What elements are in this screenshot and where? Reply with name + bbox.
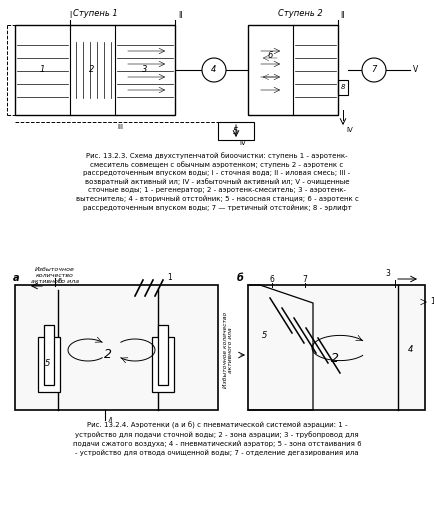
Text: 1: 1 (168, 274, 172, 282)
Text: 5: 5 (45, 359, 51, 367)
Text: III: III (117, 124, 123, 130)
Text: 8: 8 (341, 84, 345, 90)
Text: 1: 1 (39, 65, 45, 74)
Text: а: а (13, 273, 19, 283)
Text: Избыточное количество
активного ила: Избыточное количество активного ила (223, 312, 233, 388)
Text: 1: 1 (430, 297, 434, 306)
Text: Ступень 2: Ступень 2 (278, 10, 322, 18)
Text: I: I (69, 12, 71, 21)
Text: IV: IV (239, 140, 246, 146)
Bar (44, 325, 54, 385)
Text: 7: 7 (372, 65, 377, 74)
Text: 3: 3 (142, 65, 148, 74)
Bar (218, 122, 254, 140)
Bar (152, 337, 174, 392)
Bar (248, 285, 425, 410)
Text: Ступень 1: Ступень 1 (72, 10, 117, 18)
Text: Рис. 13.2.4. Аэротенки (а и б) с пневматической системой аэрации: 1 -
устройство: Рис. 13.2.4. Аэротенки (а и б) с пневмат… (72, 422, 362, 456)
Text: II: II (340, 12, 345, 21)
Bar (248, 25, 338, 115)
Circle shape (362, 58, 386, 82)
Text: II: II (178, 12, 183, 21)
Text: V: V (413, 65, 418, 74)
Circle shape (202, 58, 226, 82)
Bar (338, 80, 348, 95)
Text: 6: 6 (267, 51, 273, 60)
Text: 5: 5 (233, 127, 239, 136)
Text: 4: 4 (108, 417, 113, 426)
Text: Избыточное
количество
активного ила: Избыточное количество активного ила (31, 267, 79, 284)
Text: 2: 2 (104, 348, 112, 362)
Text: 2: 2 (331, 352, 339, 364)
Text: 4: 4 (408, 345, 414, 354)
Text: 4: 4 (211, 65, 217, 74)
Text: 5: 5 (262, 331, 268, 340)
Bar (38, 337, 60, 392)
Text: б: б (237, 273, 243, 283)
Text: 3: 3 (385, 269, 391, 278)
Text: 7: 7 (302, 275, 307, 284)
Bar (15, 285, 218, 410)
Text: 6: 6 (57, 278, 62, 284)
Bar (158, 325, 168, 385)
Text: IV: IV (346, 127, 353, 133)
Text: 6: 6 (270, 275, 274, 284)
Polygon shape (248, 285, 313, 410)
Text: 2: 2 (89, 65, 95, 74)
Text: Рис. 13.2.3. Схема двухступенчатой биоочистки: ступень 1 - аэротенк-
смеситель с: Рис. 13.2.3. Схема двухступенчатой биооч… (76, 152, 358, 211)
Bar (15, 25, 175, 115)
